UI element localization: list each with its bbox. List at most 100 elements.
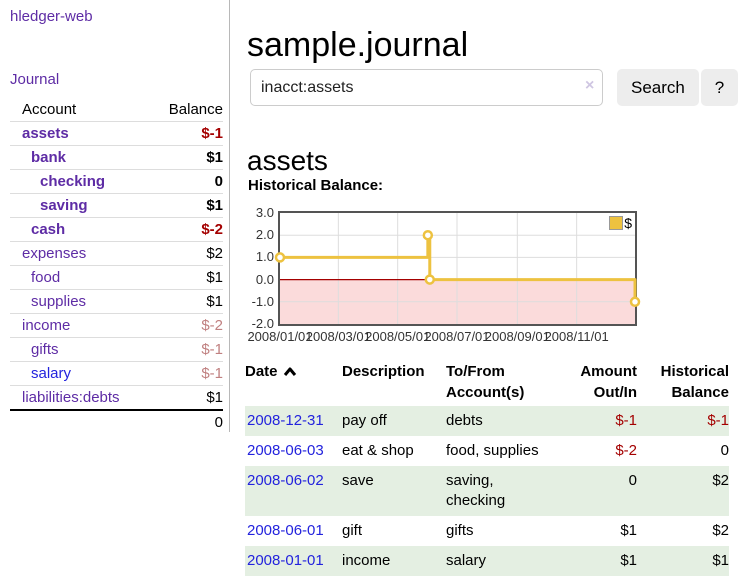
x-tick-label: 2008/05/01 (365, 329, 431, 344)
account-link-salary[interactable]: salary (31, 365, 72, 382)
account-balance: $-1 (152, 361, 223, 386)
account-row: gifts $-1 (10, 337, 223, 362)
legend-swatch-icon (609, 216, 624, 230)
transaction-amount: $1 (620, 552, 637, 569)
date-column-header[interactable]: Date (245, 358, 342, 406)
sort-ascending-icon (283, 367, 296, 376)
account-link-checking[interactable]: checking (40, 173, 106, 190)
transaction-description: pay off (342, 412, 387, 429)
data-point-marker (274, 252, 286, 263)
transaction-description: income (342, 552, 391, 569)
transaction-amount: $-2 (615, 442, 637, 459)
balance-header-line1: Historical (660, 363, 729, 380)
balance-column-header: Historical Balance (637, 358, 729, 406)
account-row: liabilities:debts $1 (10, 385, 223, 410)
transaction-accounts: saving, checking (446, 472, 506, 509)
transaction-accounts: salary (446, 552, 487, 569)
accounts-header-row: Account Balance (10, 98, 223, 122)
help-button[interactable]: ? (701, 69, 738, 106)
x-tick-label: 2008/09/01 (484, 329, 550, 344)
account-row: checking 0 (10, 169, 223, 194)
transactions-table: Date Description To/From Account(s) Amou… (245, 358, 729, 576)
account-link-expenses[interactable]: expenses (22, 245, 87, 262)
account-balance: $-2 (152, 217, 223, 242)
account-row: cash $-2 (10, 217, 223, 242)
chart-title: Historical Balance: (248, 177, 384, 194)
accounts-total-value: 0 (152, 409, 223, 434)
chart-canvas (274, 213, 641, 324)
account-row: expenses $2 (10, 241, 223, 266)
table-row: 2008-01-01 income salary $1 $1 (245, 546, 729, 576)
accounts-header-line1: To/From (446, 363, 505, 380)
account-balance: $-2 (152, 313, 223, 338)
transaction-description: eat & shop (342, 442, 414, 459)
sidebar-item-journal[interactable]: Journal (10, 71, 60, 88)
y-tick-label: 3.0 (255, 205, 274, 220)
account-heading: assets (247, 145, 328, 177)
sidebar: hledger-web Journal Account Balance asse… (0, 0, 230, 434)
table-row: 2008-06-01 gift gifts $1 $2 (245, 516, 729, 546)
accounts-header-account: Account (22, 101, 77, 118)
accounts-table: Account Balance assets $-1 bank $1 check… (10, 98, 223, 434)
search-input[interactable] (250, 69, 603, 106)
search-button[interactable]: Search (617, 69, 699, 106)
accounts-header-line2: Account(s) (446, 384, 525, 401)
x-tick-label: 2008/11/01 (544, 329, 609, 344)
date-header-label: Date (245, 363, 278, 380)
amount-header-line2: Out/In (593, 384, 637, 401)
clear-search-icon[interactable]: × (585, 77, 595, 94)
page-title: sample.journal (247, 25, 469, 64)
account-balance: $1 (152, 289, 223, 314)
transaction-balance: $2 (712, 522, 729, 539)
transaction-date-link[interactable]: 2008-01-01 (247, 552, 324, 569)
legend-label: $ (624, 215, 632, 231)
account-row: bank $1 (10, 145, 223, 170)
y-tick-label: -2.0 (251, 316, 274, 331)
table-row: 2008-06-03 eat & shop food, supplies $-2… (245, 436, 729, 466)
transaction-accounts: gifts (446, 522, 474, 539)
chart-plot: $ (274, 211, 641, 326)
data-point-marker (424, 274, 436, 285)
transaction-amount: $-1 (615, 412, 637, 429)
transaction-date-link[interactable]: 2008-06-02 (247, 472, 324, 489)
brand-link[interactable]: hledger-web (10, 8, 93, 25)
balance-header-line2: Balance (671, 384, 729, 401)
transaction-date-link[interactable]: 2008-12-31 (247, 412, 324, 429)
transaction-description: save (342, 472, 374, 489)
x-tick-label: 2008/01/01 (247, 329, 313, 344)
table-row: 2008-12-31 pay off debts $-1 $-1 (245, 406, 729, 436)
account-link-food[interactable]: food (31, 269, 61, 286)
account-balance: $-1 (152, 337, 223, 362)
account-row: food $1 (10, 265, 223, 290)
data-point-marker (629, 296, 641, 308)
account-balance: 0 (152, 169, 223, 194)
account-link-income[interactable]: income (22, 317, 71, 334)
transaction-amount: $1 (620, 522, 637, 539)
transaction-accounts: food, supplies (446, 442, 539, 459)
accounts-total-spacer (10, 409, 153, 434)
account-link-liabilities-debts[interactable]: liabilities:debts (22, 389, 120, 406)
accounts-header-balance: Balance (168, 101, 223, 118)
transaction-date-link[interactable]: 2008-06-01 (247, 522, 324, 539)
y-tick-label: 2.0 (255, 227, 274, 243)
amount-column-header: Amount Out/In (558, 358, 637, 406)
accounts-total-row: 0 (10, 409, 223, 434)
account-link-bank[interactable]: bank (31, 149, 67, 166)
transaction-amount: 0 (628, 472, 637, 489)
account-link-cash[interactable]: cash (31, 221, 66, 238)
chart-legend: $ (609, 216, 632, 230)
account-row: salary $-1 (10, 361, 223, 386)
y-tick-label: 0.0 (255, 271, 274, 287)
transaction-date-link[interactable]: 2008-06-03 (247, 442, 324, 459)
account-link-assets[interactable]: assets (22, 125, 69, 142)
historical-balance-chart: 3.0 2.0 1.0 0.0 -1.0 -2.0 $ 2008/01/01 2008/03… (247, 205, 648, 353)
account-link-gifts[interactable]: gifts (31, 341, 59, 358)
account-link-supplies[interactable]: supplies (31, 293, 87, 310)
transaction-balance: 0 (720, 442, 729, 459)
account-link-saving[interactable]: saving (40, 197, 88, 214)
account-balance: $-1 (152, 121, 223, 146)
account-balance: $1 (152, 145, 223, 170)
transaction-balance: $1 (712, 552, 729, 569)
y-tick-label: 1.0 (255, 249, 274, 265)
